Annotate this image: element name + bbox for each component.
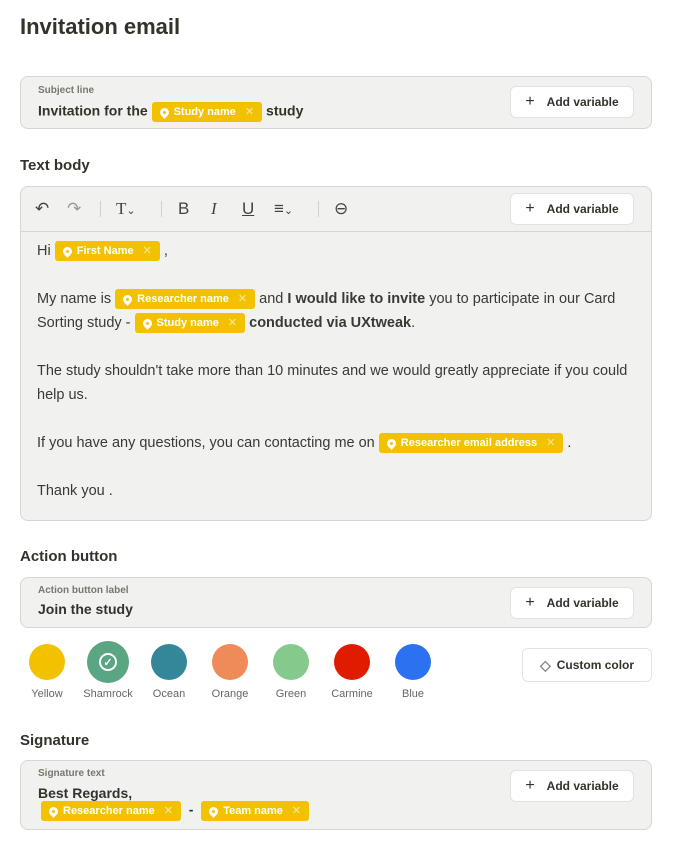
field-value: Best Regards, bbox=[38, 785, 133, 801]
button-label: Add variable bbox=[546, 596, 619, 610]
tag-icon bbox=[47, 804, 60, 818]
color-label: Yellow bbox=[31, 688, 63, 700]
add-variable-button[interactable]: + Add variable bbox=[510, 193, 634, 225]
color-label: Blue bbox=[401, 688, 425, 700]
signature-heading: Signature bbox=[20, 732, 90, 749]
align-icon[interactable]: ≡⌄ bbox=[274, 199, 294, 218]
tag-icon bbox=[157, 105, 171, 119]
color-label: Ocean bbox=[152, 688, 186, 700]
add-variable-button[interactable]: + Add variable bbox=[510, 770, 634, 802]
check-icon: ✓ bbox=[99, 653, 117, 671]
remove-icon[interactable]: ✕ bbox=[291, 805, 302, 817]
divider bbox=[318, 201, 319, 217]
field-label: Action button label bbox=[38, 585, 129, 596]
body-text: If you have any questions, you can conta… bbox=[37, 435, 375, 451]
variable-chip-researcher-email[interactable]: Researcher email address ✕ bbox=[378, 433, 564, 454]
signature-field[interactable]: Signature text Best Regards, Researcher … bbox=[20, 760, 652, 830]
variable-chip-first-name[interactable]: First Name ✕ bbox=[54, 241, 160, 262]
tag-icon bbox=[207, 804, 221, 818]
button-label: Add variable bbox=[546, 95, 619, 109]
body-text: . bbox=[411, 315, 416, 331]
subject-line-label: Subject line bbox=[38, 85, 95, 96]
color-label: Carmine bbox=[331, 688, 373, 700]
field-value: Join the study bbox=[38, 601, 133, 617]
color-swatch-ocean[interactable] bbox=[151, 644, 187, 680]
chip-label: Team name bbox=[223, 805, 283, 817]
plus-icon: + bbox=[525, 777, 535, 794]
body-bold-text: conducted via UXtweak bbox=[249, 315, 412, 331]
color-swatch-yellow[interactable] bbox=[29, 644, 65, 680]
remove-icon[interactable]: ✕ bbox=[237, 293, 248, 306]
add-variable-button[interactable]: + Add variable bbox=[510, 86, 634, 118]
separator-text: - bbox=[188, 801, 194, 818]
chip-label: Study name bbox=[156, 317, 219, 330]
color-swatch-carmine[interactable] bbox=[334, 644, 370, 680]
custom-color-button[interactable]: ◇ Custom color bbox=[522, 648, 652, 682]
variable-chip-researcher-name[interactable]: Researcher name ✕ bbox=[115, 289, 256, 310]
subject-line-field[interactable]: Subject line Invitation for the Study na… bbox=[20, 76, 652, 129]
editor-toolbar: ↶ ↷ T⌄ B I U ≡⌄ ⊖ + Add variable bbox=[21, 187, 651, 232]
chip-label: Study name bbox=[173, 106, 236, 118]
body-text: Hi bbox=[37, 243, 51, 259]
editor-content[interactable]: Hi First Name ✕ , My name is Researcher n… bbox=[37, 233, 635, 503]
plus-icon: + bbox=[525, 200, 535, 217]
variable-chip-team-name[interactable]: Team name ✕ bbox=[201, 801, 310, 821]
undo-icon[interactable]: ↶ bbox=[35, 199, 50, 218]
tag-icon bbox=[121, 292, 135, 306]
add-variable-button[interactable]: + Add variable bbox=[510, 587, 634, 619]
tag-icon bbox=[60, 244, 74, 258]
plus-icon: + bbox=[525, 594, 535, 611]
paint-bucket-icon: ◇ bbox=[539, 656, 551, 673]
text-body-editor[interactable]: ↶ ↷ T⌄ B I U ≡⌄ ⊖ + Add variable Hi First… bbox=[20, 186, 652, 521]
body-text: . bbox=[567, 435, 572, 451]
text-style-icon[interactable]: T⌄ bbox=[116, 199, 136, 218]
divider bbox=[100, 201, 101, 217]
body-text: and bbox=[259, 291, 284, 307]
body-text: you to participate in our Card Sorting s… bbox=[37, 291, 616, 331]
tag-icon bbox=[140, 316, 154, 330]
action-button-heading: Action button bbox=[20, 548, 118, 565]
bold-icon[interactable]: B bbox=[178, 199, 190, 218]
field-label: Signature text bbox=[38, 768, 105, 779]
variable-chip-study-name[interactable]: Study name ✕ bbox=[134, 313, 246, 334]
chip-label: Researcher name bbox=[137, 293, 229, 306]
remove-icon[interactable]: ✕ bbox=[244, 106, 255, 118]
action-button-label-field[interactable]: Action button label Join the study + Add … bbox=[20, 577, 652, 628]
divider bbox=[161, 201, 162, 217]
chip-label: Researcher name bbox=[63, 805, 155, 817]
body-text: The study shouldn't take more than 10 mi… bbox=[37, 363, 628, 403]
body-text: My name is bbox=[37, 291, 112, 307]
button-label: Add variable bbox=[546, 202, 619, 216]
underline-icon[interactable]: U bbox=[242, 199, 255, 218]
button-label: Custom color bbox=[556, 658, 635, 672]
subject-text: study bbox=[266, 102, 304, 119]
body-text: Thank you . bbox=[37, 483, 113, 499]
tag-icon bbox=[384, 436, 398, 450]
button-label: Add variable bbox=[546, 779, 619, 793]
color-label: Shamrock bbox=[83, 688, 133, 700]
remove-icon[interactable]: ✕ bbox=[163, 805, 173, 817]
plus-icon: + bbox=[525, 93, 535, 110]
italic-icon[interactable]: I bbox=[211, 199, 217, 218]
remove-icon[interactable]: ✕ bbox=[142, 245, 152, 258]
chip-label: First Name bbox=[76, 245, 134, 258]
color-swatch-green[interactable] bbox=[273, 644, 309, 680]
redo-icon[interactable]: ↷ bbox=[67, 199, 82, 218]
color-label: Green bbox=[275, 688, 307, 700]
subject-text: Invitation for the bbox=[38, 102, 148, 119]
link-icon[interactable]: ⊖ bbox=[334, 199, 349, 218]
color-swatch-shamrock[interactable]: ✓ bbox=[87, 641, 129, 683]
page-title: Invitation email bbox=[20, 14, 181, 39]
color-swatch-blue[interactable] bbox=[395, 644, 431, 680]
variable-chip-study-name[interactable]: Study name ✕ bbox=[151, 102, 263, 122]
color-swatch-orange[interactable] bbox=[212, 644, 248, 680]
body-bold-text: I would like to invite bbox=[287, 291, 426, 307]
body-text: , bbox=[163, 243, 168, 259]
remove-icon[interactable]: ✕ bbox=[227, 317, 238, 330]
variable-chip-researcher-name[interactable]: Researcher name ✕ bbox=[41, 801, 181, 821]
text-body-heading: Text body bbox=[20, 157, 90, 174]
remove-icon[interactable]: ✕ bbox=[546, 437, 556, 450]
chip-label: Researcher email address bbox=[400, 437, 538, 450]
color-label: Orange bbox=[211, 688, 249, 700]
